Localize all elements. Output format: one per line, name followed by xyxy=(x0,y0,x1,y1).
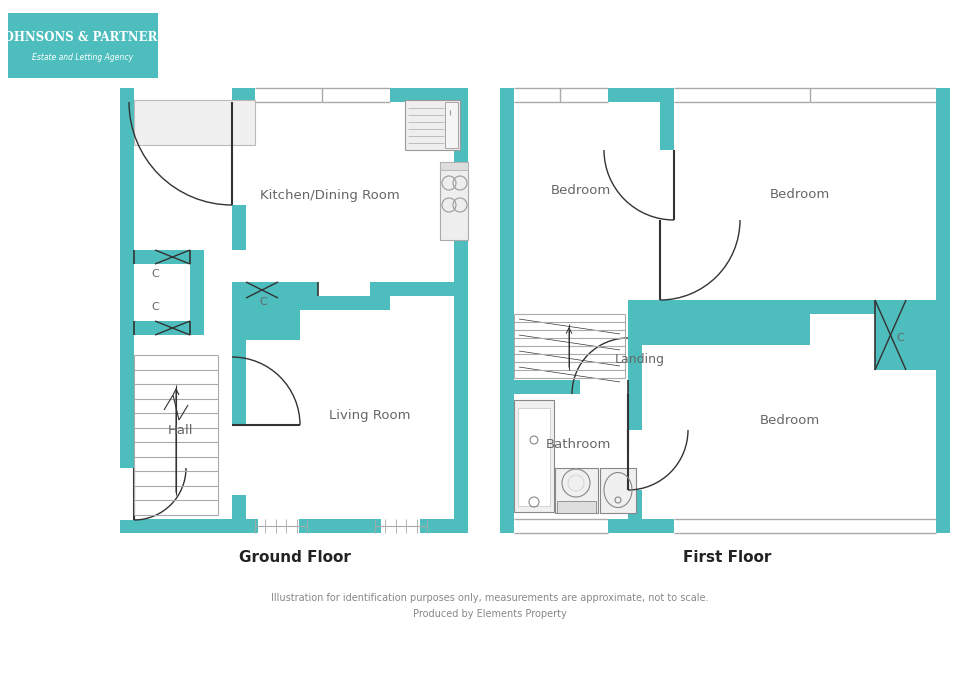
Bar xyxy=(405,100,460,150)
Bar xyxy=(875,300,936,370)
Bar xyxy=(642,300,810,345)
Bar xyxy=(555,468,598,513)
Bar xyxy=(445,102,458,148)
Bar xyxy=(514,300,628,314)
Bar xyxy=(580,380,628,394)
Bar xyxy=(232,295,246,533)
Bar xyxy=(440,162,468,170)
Text: First Floor: First Floor xyxy=(683,551,771,565)
Text: Living Room: Living Room xyxy=(329,408,411,421)
Bar xyxy=(628,300,642,533)
Bar xyxy=(557,501,596,513)
Bar xyxy=(420,519,431,533)
Bar xyxy=(255,88,390,102)
Text: Kitchen/Dining Room: Kitchen/Dining Room xyxy=(260,188,400,201)
Bar xyxy=(299,519,310,533)
Bar xyxy=(120,88,134,533)
Text: C: C xyxy=(151,302,159,312)
Bar xyxy=(514,400,554,512)
Text: Hall: Hall xyxy=(168,424,193,437)
Bar xyxy=(232,205,246,250)
Bar xyxy=(514,519,608,533)
Text: C: C xyxy=(151,269,159,279)
Bar xyxy=(660,88,674,300)
Bar xyxy=(318,282,370,296)
Bar xyxy=(134,321,204,335)
Text: Ground Floor: Ground Floor xyxy=(239,551,351,565)
Text: Produced by Elements Property: Produced by Elements Property xyxy=(414,609,566,619)
Bar xyxy=(232,282,468,296)
Text: C: C xyxy=(259,297,267,307)
Bar xyxy=(936,88,950,533)
Bar xyxy=(370,519,381,533)
Bar xyxy=(134,100,255,145)
Text: JOHNSONS & PARTNERS: JOHNSONS & PARTNERS xyxy=(0,32,167,44)
Bar xyxy=(674,519,936,533)
Text: Bedroom: Bedroom xyxy=(551,183,612,197)
Bar xyxy=(120,88,468,102)
Text: Landing: Landing xyxy=(615,354,665,367)
Text: Illustration for identification purposes only, measurements are approximate, not: Illustration for identification purposes… xyxy=(271,593,709,603)
Bar xyxy=(660,220,674,300)
Bar xyxy=(255,519,307,533)
Bar xyxy=(500,519,950,533)
Bar xyxy=(440,162,468,240)
Bar xyxy=(518,408,550,506)
Text: Estate and Letting Agency: Estate and Letting Agency xyxy=(32,53,133,62)
Text: C: C xyxy=(896,333,904,343)
Bar xyxy=(375,519,427,533)
Bar xyxy=(190,250,204,335)
Bar xyxy=(660,150,674,220)
Bar xyxy=(454,88,468,533)
Bar xyxy=(8,13,158,78)
Bar xyxy=(120,519,468,533)
Text: Bedroom: Bedroom xyxy=(760,414,820,426)
Bar xyxy=(514,88,608,102)
Bar xyxy=(514,380,642,394)
Bar xyxy=(134,250,204,264)
Bar xyxy=(500,300,514,345)
Bar xyxy=(600,468,636,513)
Bar xyxy=(134,88,232,102)
Bar xyxy=(232,425,246,495)
Bar xyxy=(674,88,936,102)
Bar xyxy=(247,519,258,533)
Bar xyxy=(500,88,950,102)
Bar xyxy=(500,88,514,533)
Text: Bedroom: Bedroom xyxy=(770,188,830,201)
Bar xyxy=(500,300,950,314)
Bar xyxy=(246,282,390,310)
Bar xyxy=(628,430,642,490)
Bar xyxy=(246,310,300,340)
Text: Bathroom: Bathroom xyxy=(545,439,611,451)
Bar xyxy=(120,468,134,520)
